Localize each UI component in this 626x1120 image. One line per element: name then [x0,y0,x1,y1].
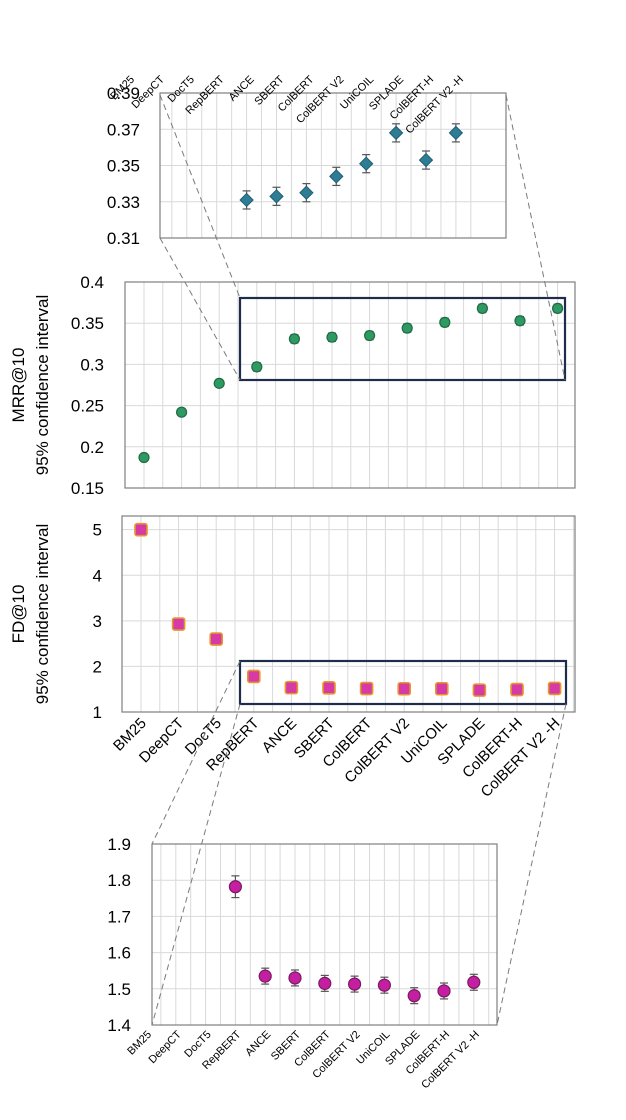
data-point [138,451,150,464]
zoom-guide-line [159,94,241,299]
plot-frame [124,281,576,489]
data-point [322,681,336,695]
data-point [209,632,223,646]
data-point [418,152,434,168]
mrr-zoom-box [238,296,567,382]
data-point [299,185,314,200]
y-tick-label: 0.35 [71,314,104,333]
data-point [171,617,186,631]
data-point [437,984,451,998]
chart-fd-zoom: 1.91.81.71.61.51.4BM25DeepCTDocT5RepBERT… [107,835,498,1091]
y-tick-label: 0.4 [80,273,104,292]
y-tick-label: 0.3 [80,355,104,374]
y-tick-label: 0.2 [80,438,104,457]
data-point [251,361,263,373]
zoom-guide-line [505,94,566,381]
data-point [388,125,404,141]
y-axis-title: FD@10 [9,585,28,644]
data-point [397,681,412,696]
y-tick-label: 0.25 [71,397,104,416]
data-point [134,522,148,537]
y-tick-label: 1.8 [107,871,131,890]
data-point [439,316,451,328]
data-point [448,125,464,141]
data-point [358,156,374,171]
data-point [288,971,302,985]
plot-frame [121,515,576,713]
y-tick-label: 0.39 [107,84,140,103]
zoom-guide-line [151,703,241,1026]
data-point [407,989,421,1003]
chart-mrr: 0.4 0.35 0.3 0.25 0.2 0.15 MRR@10 95% confidenc… [9,273,576,498]
y-tick-label: 0.31 [107,229,140,248]
data-point [326,331,338,343]
chart-mrr-zoom: 0.390.370.350.330.31BM25DeepCTDocT5RepBE… [107,73,507,248]
data-point [269,189,284,204]
y-tick-label: 0.15 [71,479,104,498]
zoom-guide-line [151,660,241,845]
y-tick-label: 0.35 [107,157,140,176]
data-point [329,169,344,184]
y-tick-label: 1.5 [107,980,131,999]
data-point [228,880,242,894]
data-point [258,969,272,983]
zoom-guide-line [496,703,567,1026]
data-point [434,681,449,696]
y-tick-label: 2 [93,657,102,676]
zoom-guide-line [159,237,241,381]
y-tick-label: 1.4 [107,1016,131,1035]
y-tick-label: 1.7 [107,907,131,926]
y-tick-label: 5 [93,521,102,540]
data-point [510,682,524,697]
y-tick-label: 0.33 [107,193,140,212]
data-point [472,683,487,697]
data-point [284,680,299,695]
fd-zoom-box [238,659,568,706]
y-tick-label: 3 [93,612,102,631]
data-point [288,333,300,345]
data-point [318,976,332,990]
y-tick-label: 0.37 [107,120,140,139]
data-point [239,192,254,208]
data-point [247,669,261,684]
data-point [364,329,376,342]
data-point [359,681,374,696]
data-point [476,302,488,314]
plot-frame [159,92,507,239]
data-point [176,406,188,418]
y-tick-label: 1.6 [107,944,131,963]
data-point [213,377,225,389]
data-point [547,681,562,696]
data-point [377,978,391,992]
plot-frame [151,843,498,1026]
data-point [514,315,526,327]
y-axis-subtitle: 95% confidence interval [33,295,52,476]
data-point [551,302,564,314]
data-point [467,975,481,989]
y-axis-subtitle: 95% confidence interval [33,524,52,705]
y-axis-title: MRR@10 [9,348,28,423]
data-point [348,977,362,991]
x-tick-label: DeepCT [146,1028,184,1066]
y-tick-label: 4 [93,566,102,585]
y-tick-label: 1.9 [107,835,131,854]
y-tick-label: 1 [93,703,102,722]
data-point [401,322,413,334]
